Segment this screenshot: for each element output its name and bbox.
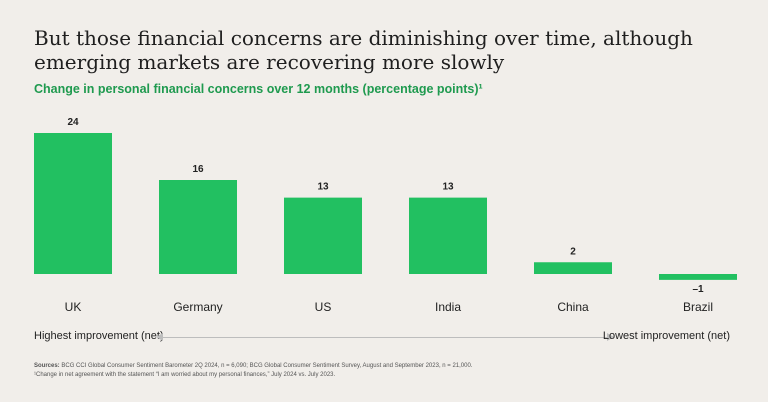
footnote: ¹Change in net agreement with the statem… (34, 372, 336, 378)
chart-title: But those financial concerns are diminis… (34, 26, 693, 74)
scale-right-label: Lowest improvement (net) (602, 330, 730, 342)
bar-china (534, 262, 612, 274)
category-label: Germany (173, 300, 222, 314)
bar-germany (159, 180, 237, 274)
sources-note: Sources: BCG CCI Global Consumer Sentime… (34, 362, 734, 380)
sources-text: BCG CCI Global Consumer Sentiment Barome… (61, 363, 473, 369)
arrow-right-icon (607, 333, 614, 341)
bar-us (284, 197, 362, 274)
bar-value-label: 13 (317, 182, 329, 193)
scale-arrow-line (158, 337, 610, 338)
bar-uk (34, 133, 112, 274)
category-label: US (315, 300, 332, 314)
bar-value-label: 24 (67, 117, 79, 128)
category-label: UK (65, 300, 82, 314)
category-label: India (435, 300, 461, 314)
bar-india (409, 197, 487, 274)
bar-value-label: 2 (570, 246, 576, 257)
chart-subtitle: Change in personal financial concerns ov… (34, 82, 483, 96)
category-label: China (557, 300, 589, 314)
bar-value-label: –1 (692, 284, 704, 295)
sources-label: Sources: (34, 363, 60, 369)
bar-value-label: 16 (192, 164, 204, 175)
bar-brazil (659, 274, 737, 280)
scale-left-label: Highest improvement (net) (34, 330, 164, 342)
category-label: Brazil (683, 300, 713, 314)
bar-value-label: 13 (442, 182, 454, 193)
